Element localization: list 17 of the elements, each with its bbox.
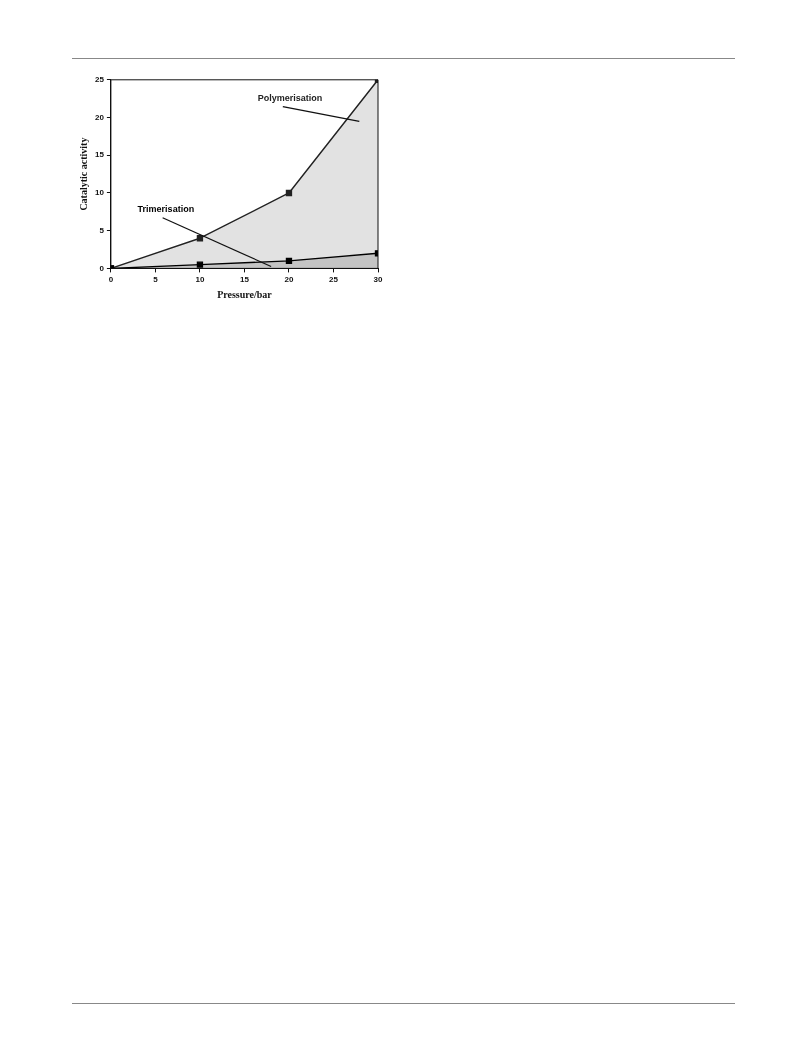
x-tick-label: 25	[329, 275, 339, 285]
x-tick-label: 10	[195, 275, 205, 285]
x-tick-label: 0	[108, 275, 114, 285]
y-tick-label: 5	[99, 225, 105, 235]
text: Trimerisation	[137, 203, 195, 214]
y-tick-label: 25	[94, 75, 105, 84]
x-axis-title: Pressure/bar	[217, 288, 273, 300]
y-tick-label: 20	[94, 112, 105, 122]
y-tick-label: 0	[99, 263, 105, 273]
x-tick-label: 20	[284, 275, 294, 285]
y-tick-label: 15	[94, 150, 105, 160]
x-tick-label: 30	[373, 275, 383, 285]
x-tick-label: 5	[153, 275, 159, 285]
text: Polymerisation	[257, 92, 323, 103]
y-tick-label: 10	[94, 188, 105, 198]
y-axis-title: Catalytic activity	[77, 137, 89, 211]
x-tick-label: 15	[240, 275, 250, 285]
